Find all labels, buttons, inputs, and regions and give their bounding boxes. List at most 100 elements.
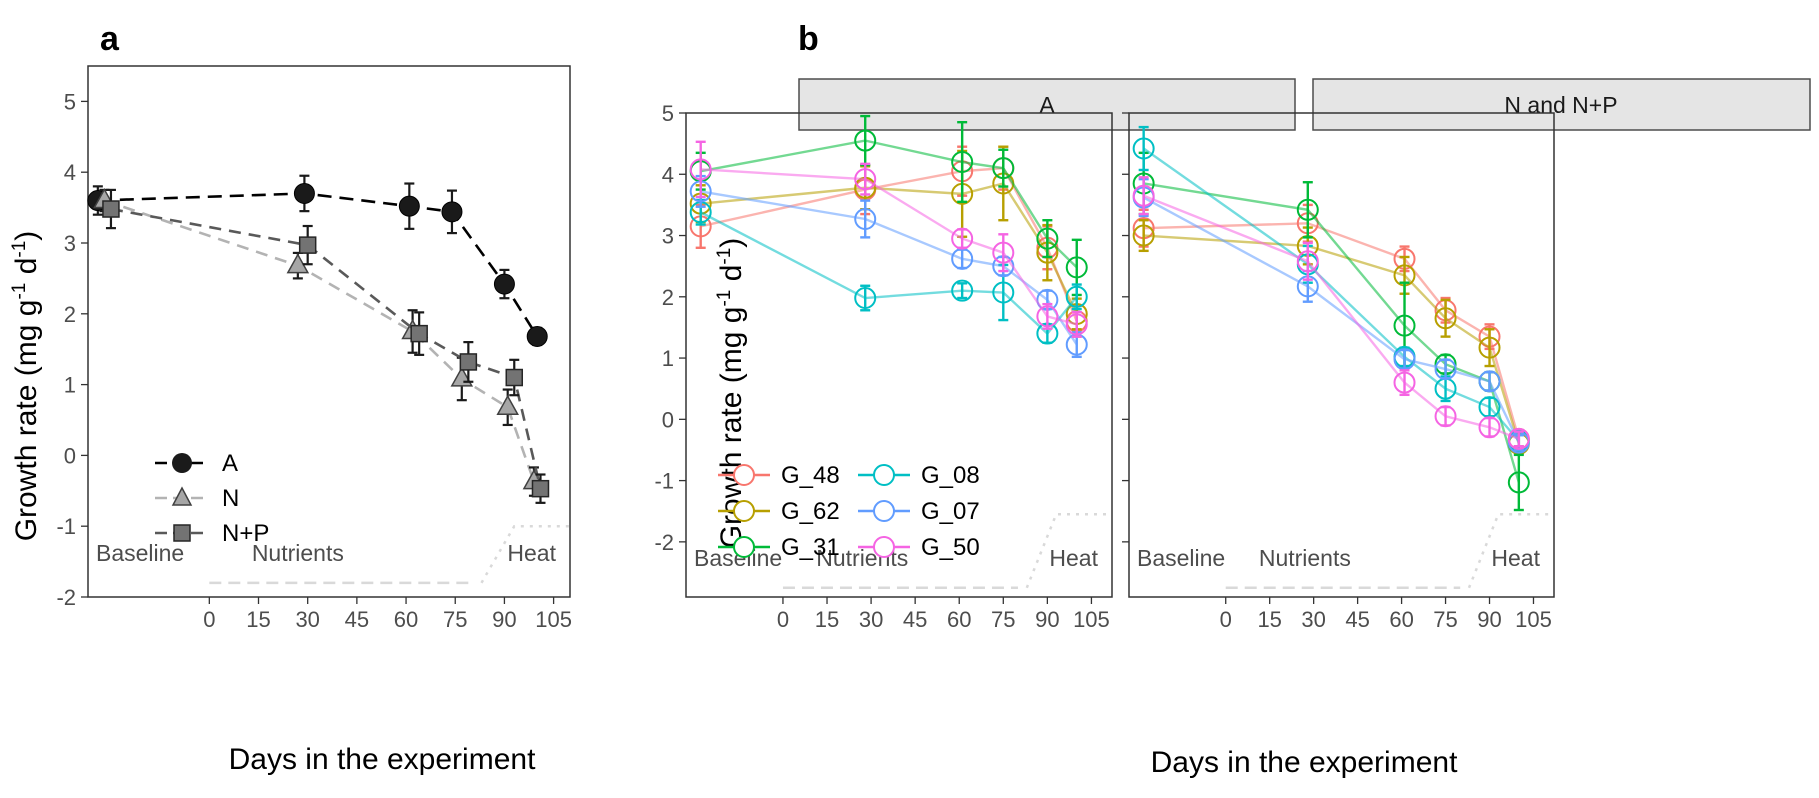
legend-label-g_62: G_62: [781, 498, 840, 525]
x-tick-label: 0: [203, 607, 215, 632]
x-tick-label: 30: [859, 607, 883, 632]
error-bar: [1138, 125, 1149, 172]
legend-label: N+P: [222, 520, 269, 547]
ylabel-mid: d: [715, 265, 748, 290]
series-line-g_50: [700, 168, 1078, 326]
x-tick-label: 30: [1301, 607, 1325, 632]
ylabel-prefix: Growth rate (mg g: [10, 300, 43, 542]
y-tick-label: -1: [56, 514, 76, 539]
y-tick-label: 1: [64, 373, 76, 398]
panel-a-letter: a: [100, 20, 120, 58]
data-point-g_50: [854, 168, 877, 191]
data-point-g_31: [951, 151, 974, 174]
data-point-g_07: [1434, 358, 1457, 381]
data-point-g_31: [854, 129, 877, 152]
x-tick-label: 15: [246, 607, 270, 632]
series-line-g_08: [700, 211, 1078, 336]
legend-marker-g_08: [873, 464, 895, 486]
data-point-np: [410, 324, 428, 343]
phase-label-heat: Heat: [507, 540, 556, 566]
legend-marker-square: [173, 524, 191, 542]
series-line-g_62: [700, 182, 1078, 315]
y-tick-label: 3: [662, 224, 674, 249]
data-point-a: [293, 182, 315, 204]
x-tick-label: 30: [295, 607, 319, 632]
plot-frame: [87, 65, 571, 598]
data-point-a: [493, 273, 515, 295]
data-point-g_62: [1434, 307, 1457, 330]
series-line-g_50: [1143, 194, 1520, 441]
data-point-g_50: [689, 158, 712, 181]
data-point-g_08: [854, 287, 877, 310]
data-point-g_50: [1132, 184, 1155, 207]
series-line-g_62: [1143, 234, 1520, 445]
error-bar: [1513, 430, 1524, 448]
series-line-n: [103, 199, 536, 483]
strip-a-label: A: [1039, 92, 1055, 118]
y-tick-label: 3: [64, 231, 76, 256]
data-point-a: [526, 325, 548, 347]
data-point-g_08: [992, 281, 1015, 304]
error-bar: [957, 120, 968, 204]
data-point-g_31: [1296, 198, 1319, 221]
data-point-a: [398, 195, 420, 217]
x-tick-label: 90: [1035, 607, 1059, 632]
panel-a-y-axis-title: Growth rate (mg g-1 d-1): [9, 231, 43, 542]
panel-b-x-axis-title: Days in the experiment: [1151, 746, 1458, 779]
error-bar: [1440, 298, 1451, 338]
x-tick-label: 45: [345, 607, 369, 632]
error-bar: [1484, 328, 1495, 368]
y-tick-label: 4: [662, 162, 674, 187]
data-point-n: [496, 394, 519, 416]
series-line-a: [97, 192, 539, 338]
plot-frame: [1128, 112, 1555, 598]
panel-a-x-axis-title: Days in the experiment: [229, 743, 536, 776]
legend-marker-g_62: [733, 500, 755, 522]
legend-label-g_08: G_08: [921, 462, 980, 489]
series-line-g_31: [700, 139, 1078, 269]
error-bar: [1302, 241, 1313, 281]
data-point-g_31: [1393, 314, 1416, 337]
data-point-np: [459, 353, 478, 371]
data-point-np: [531, 479, 550, 498]
data-point-g_50: [1036, 305, 1059, 328]
x-tick-label: 0: [1220, 607, 1232, 632]
plot-frame: [685, 112, 1113, 598]
ylabel-sup2: -1: [714, 248, 735, 265]
x-tick-label: 45: [1345, 607, 1369, 632]
error-bar: [1484, 396, 1495, 418]
data-point-g_50: [1434, 405, 1457, 428]
data-point-g_31: [992, 157, 1015, 180]
legend-label-g_50: G_50: [921, 534, 980, 561]
error-bar: [1071, 283, 1082, 311]
ylabel-mid: d: [10, 258, 43, 283]
strip-a-bg: [798, 78, 1296, 131]
data-point-g_50: [1507, 427, 1530, 450]
data-point-g_08: [1132, 137, 1155, 160]
data-point-np: [298, 236, 317, 254]
data-point-g_50: [1478, 416, 1501, 439]
legend-label-g_31: G_31: [781, 534, 840, 561]
phase-label-baseline: Baseline: [96, 540, 184, 566]
x-tick-label: 60: [1389, 607, 1413, 632]
y-tick-label: 4: [64, 160, 76, 185]
data-point-g_08: [951, 279, 974, 302]
error-bar: [1302, 181, 1313, 239]
x-tick-label: 105: [535, 607, 572, 632]
data-point-g_50: [1393, 371, 1416, 394]
y-tick-label: 1: [662, 346, 674, 371]
y-tick-label: 5: [662, 101, 674, 126]
ylabel-sup1: -1: [9, 283, 30, 300]
y-tick-label: 0: [64, 443, 76, 468]
data-point-np: [102, 200, 120, 218]
x-tick-label: 105: [1515, 607, 1552, 632]
series-line-g_48: [700, 166, 1078, 322]
x-tick-label: 60: [947, 607, 971, 632]
error-bar: [1138, 176, 1149, 216]
y-tick-label: 2: [64, 302, 76, 327]
legend-marker-g_07: [873, 500, 895, 522]
x-tick-label: 60: [394, 607, 418, 632]
legend-label: N: [222, 485, 239, 512]
error-bar: [1042, 302, 1053, 330]
